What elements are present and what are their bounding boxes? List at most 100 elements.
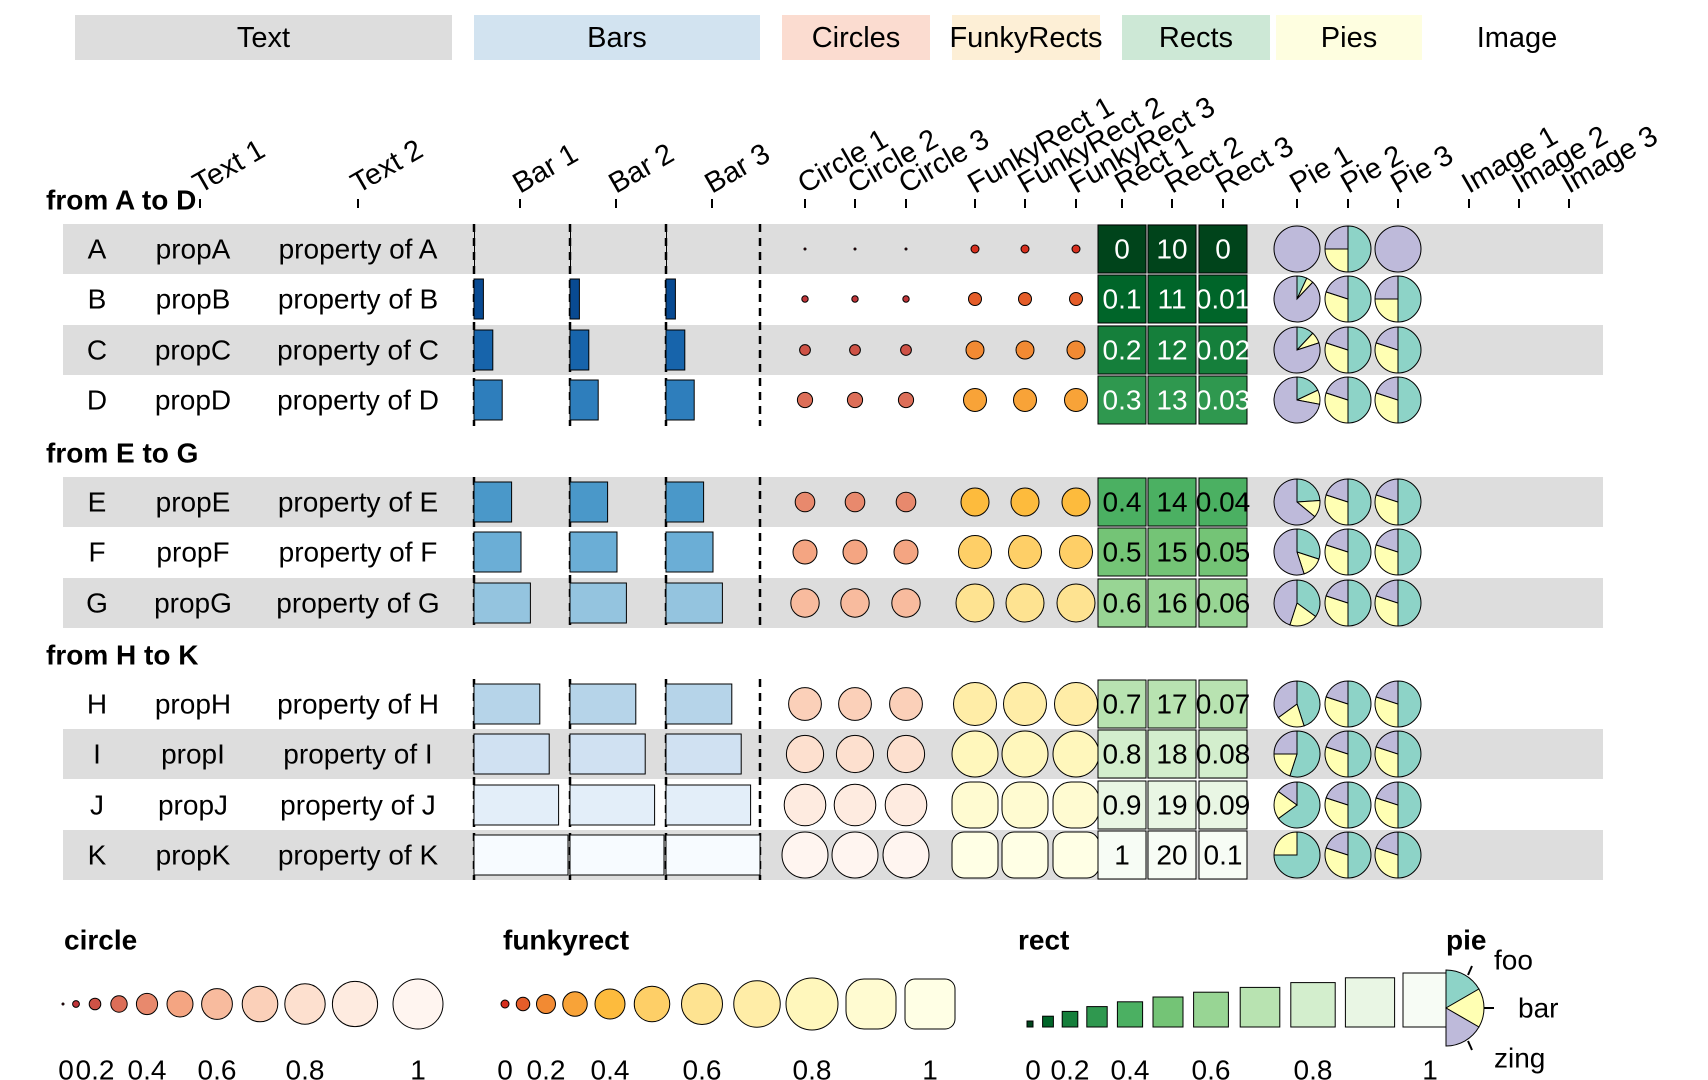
bar-mark: [665, 329, 686, 371]
pie-slice: [1374, 696, 1399, 728]
row-id: F: [88, 537, 105, 568]
pie-slice: [1296, 528, 1321, 560]
pie-chart: [1273, 680, 1321, 728]
circle-mark: [794, 491, 816, 513]
pie-slice: [1375, 376, 1399, 401]
funkyrect-mark: [953, 682, 997, 726]
row-id: I: [93, 739, 101, 770]
funkyrect-mark: [1010, 487, 1040, 517]
rect-value-label: 0.05: [1196, 537, 1251, 568]
pie-slice: [1397, 831, 1422, 879]
pie-slice: [1324, 291, 1349, 323]
row-id: J: [90, 790, 104, 821]
pie-chart: [1324, 478, 1372, 526]
rect-value-label: 0: [1215, 234, 1231, 265]
funkyrect-mark: [1052, 831, 1100, 879]
legend-circle-mark: [331, 980, 379, 1028]
circle-mark: [891, 588, 921, 618]
legend-tick-label: 0.6: [1192, 1055, 1231, 1080]
row-id: D: [87, 385, 107, 416]
legend-tick-label: 0.6: [683, 1055, 722, 1080]
circle-mark: [833, 783, 877, 827]
row-text-2: property of D: [277, 385, 439, 416]
circle-mark: [831, 831, 879, 879]
legend-pie-label: zing: [1494, 1043, 1545, 1074]
circle-mark: [796, 391, 814, 409]
bar-mark: [665, 582, 723, 624]
legend-tick-label: 0.8: [286, 1055, 325, 1080]
pie-chart: [1273, 781, 1321, 829]
funkyrect-mark: [1061, 487, 1091, 517]
row-text-1: propC: [155, 335, 231, 366]
pie-slice: [1347, 579, 1372, 627]
circle-mark: [849, 344, 861, 356]
pie-slice: [1347, 478, 1372, 526]
pie-slice: [1296, 680, 1321, 727]
legend-rect-mark: [1239, 986, 1281, 1028]
column-group-label: Rects: [1159, 22, 1233, 54]
legend-circle-mark: [72, 1000, 80, 1008]
bar-mark: [665, 834, 761, 876]
pie-slice: [1375, 680, 1399, 705]
pie-slice: [1374, 342, 1399, 374]
row-text-1: propA: [156, 234, 231, 265]
legend-rect-mark: [1026, 1020, 1034, 1028]
pie-slice: [1325, 680, 1349, 705]
pie-chart: [1374, 730, 1422, 778]
pie-slice: [1273, 831, 1298, 856]
row-id: E: [88, 487, 107, 518]
bar-mark: [473, 582, 531, 624]
rect-mark: [1097, 375, 1147, 425]
circle-mark: [801, 295, 809, 303]
rect-value-label: 14: [1156, 487, 1187, 518]
pie-chart: [1374, 225, 1422, 273]
circle-mark: [897, 391, 915, 409]
circle-mark: [803, 247, 807, 251]
funkyrect-mark: [1013, 388, 1037, 412]
rect-mark: [1147, 729, 1197, 779]
legend-rect-mark: [1042, 1015, 1054, 1028]
rect-value-label: 0.07: [1196, 689, 1251, 720]
pie-slice: [1397, 376, 1422, 424]
rect-value-label: 0.08: [1196, 739, 1251, 770]
bar-mark: [569, 481, 609, 523]
pie-chart: [1324, 730, 1372, 778]
rect-mark: [1198, 729, 1248, 779]
row-group-label: from H to K: [46, 640, 198, 671]
funkyrect-mark: [955, 583, 995, 623]
circle-mark: [838, 687, 872, 721]
rect-mark: [1097, 780, 1147, 830]
funkyrect-mark: [1056, 583, 1096, 623]
pie-slice: [1374, 225, 1422, 273]
funkyrect-mark: [1064, 388, 1088, 412]
pie-chart: [1273, 275, 1321, 323]
pie-slice: [1375, 730, 1399, 755]
pie-slice: [1273, 326, 1321, 374]
bar-mark: [666, 229, 667, 269]
column-group-band: [1422, 15, 1612, 60]
pie-slice: [1273, 831, 1321, 879]
pie-slice: [1397, 275, 1422, 323]
pie-slice: [1273, 478, 1316, 526]
row-id: K: [88, 840, 107, 871]
legend-rect-mark: [1061, 1010, 1079, 1028]
row-text-2: property of K: [278, 840, 439, 871]
pie-slice: [1374, 595, 1399, 627]
rect-mark: [1097, 325, 1147, 375]
funkyrect-mark: [1001, 730, 1049, 778]
bar-mark: [569, 683, 637, 725]
legend-funkyrect-mark: [633, 985, 671, 1023]
pie-chart: [1324, 579, 1372, 627]
rect-mark: [1147, 325, 1197, 375]
rect-mark: [1097, 224, 1147, 274]
legend-funkyrect-mark: [733, 980, 781, 1028]
pie-slice: [1325, 730, 1349, 755]
pie-slice: [1324, 494, 1349, 526]
legend-circle-mark: [392, 978, 444, 1030]
rect-value-label: 0.03: [1196, 385, 1251, 416]
legend-title: pie: [1446, 925, 1486, 956]
bar-mark: [473, 733, 550, 775]
pie-slice: [1347, 680, 1372, 728]
circle-mark: [844, 491, 866, 513]
bar-mark: [665, 531, 714, 573]
